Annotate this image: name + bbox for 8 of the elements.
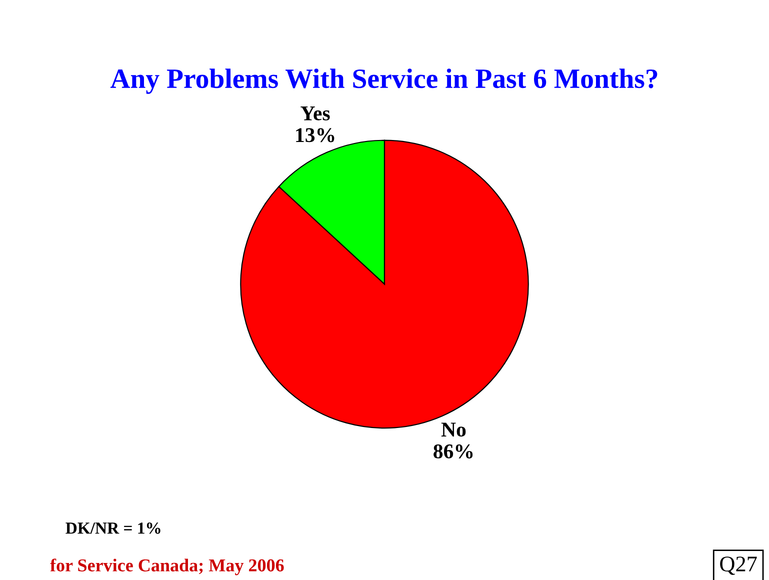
text: DK/NR = 1% (66, 522, 160, 534)
chart-title: Any Problems With Service in Past 6 Months? (110, 68, 658, 94)
data-label: 13% (296, 128, 334, 142)
text: for Service Canada; May 2006 (50, 558, 284, 576)
text: Q27 (720, 556, 757, 575)
data-label: 86% (434, 444, 473, 459)
slice-label: No (441, 422, 466, 437)
slice-label: Yes (300, 106, 330, 120)
